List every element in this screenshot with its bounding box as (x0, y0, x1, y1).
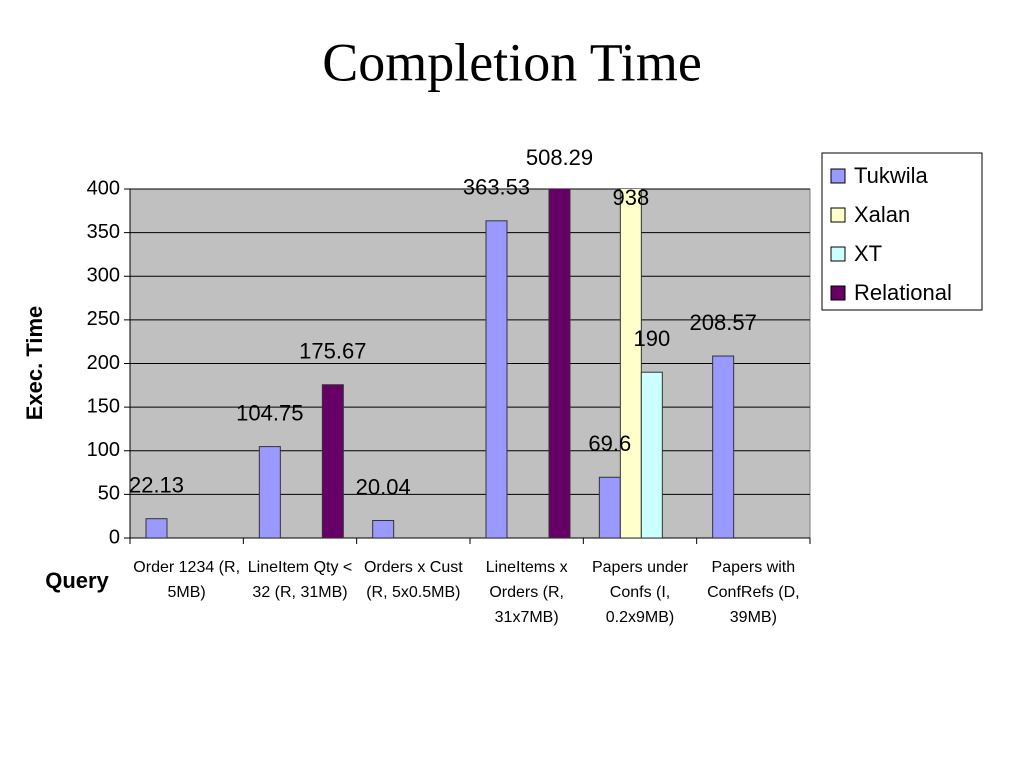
y-tick-label: 150 (87, 395, 120, 417)
bar (372, 520, 395, 538)
bar (619, 189, 642, 538)
y-tick-label: 50 (98, 483, 120, 505)
data-label: 20.04 (356, 474, 411, 499)
bars (145, 189, 735, 538)
y-tick-label: 200 (87, 352, 120, 374)
x-tick-label: Papers with ConfRefs (D, 39MB) (707, 559, 800, 626)
bar (548, 189, 571, 538)
x-tick-label: LineItem Qty < 32 (R, 31MB) (247, 559, 353, 601)
data-label: 190 (633, 326, 670, 351)
bar (321, 384, 344, 538)
data-label: 508.29 (526, 145, 593, 170)
legend-swatch (830, 285, 846, 301)
bar (712, 355, 735, 538)
y-axis-label: Exec. Time (22, 306, 47, 421)
y-tick-label: 0 (109, 526, 120, 548)
y-tick-label: 300 (87, 265, 120, 287)
legend-swatch (830, 207, 846, 223)
x-axis-label: Query (45, 568, 109, 593)
bar (640, 371, 663, 538)
data-label: 22.13 (129, 473, 184, 498)
data-label: 363.53 (463, 175, 530, 200)
data-label: 104.75 (236, 400, 303, 425)
x-tick-label: Papers under Confs (I, 0.2x9MB) (591, 559, 689, 626)
data-label: 938 (612, 185, 649, 210)
y-tick-label: 100 (87, 439, 120, 461)
bar (598, 476, 621, 538)
y-tick-label: 350 (87, 221, 120, 243)
bar (258, 446, 281, 538)
data-label: 208.57 (690, 310, 757, 335)
y-tick-label: 250 (87, 308, 120, 330)
bar (145, 518, 168, 538)
data-label: 175.67 (299, 339, 366, 364)
x-tick-label: Orders x Cust (R, 5x0.5MB) (363, 559, 463, 601)
legend-label: Xalan (854, 202, 910, 227)
chart-title: Completion Time (322, 32, 702, 92)
legend-swatch (830, 246, 846, 262)
legend-label: Tukwila (854, 163, 929, 188)
legend-label: XT (854, 241, 882, 266)
legend-swatch (830, 168, 846, 184)
x-tick-label: Order 1234 (R, 5MB) (133, 559, 241, 601)
y-tick-label: 400 (87, 177, 120, 199)
legend-box (821, 152, 983, 311)
bar (485, 220, 508, 538)
x-tick-label: LineItems x Orders (R, 31x7MB) (485, 559, 568, 626)
legend-label: Relational (854, 280, 952, 305)
data-label: 69.6 (588, 431, 631, 456)
